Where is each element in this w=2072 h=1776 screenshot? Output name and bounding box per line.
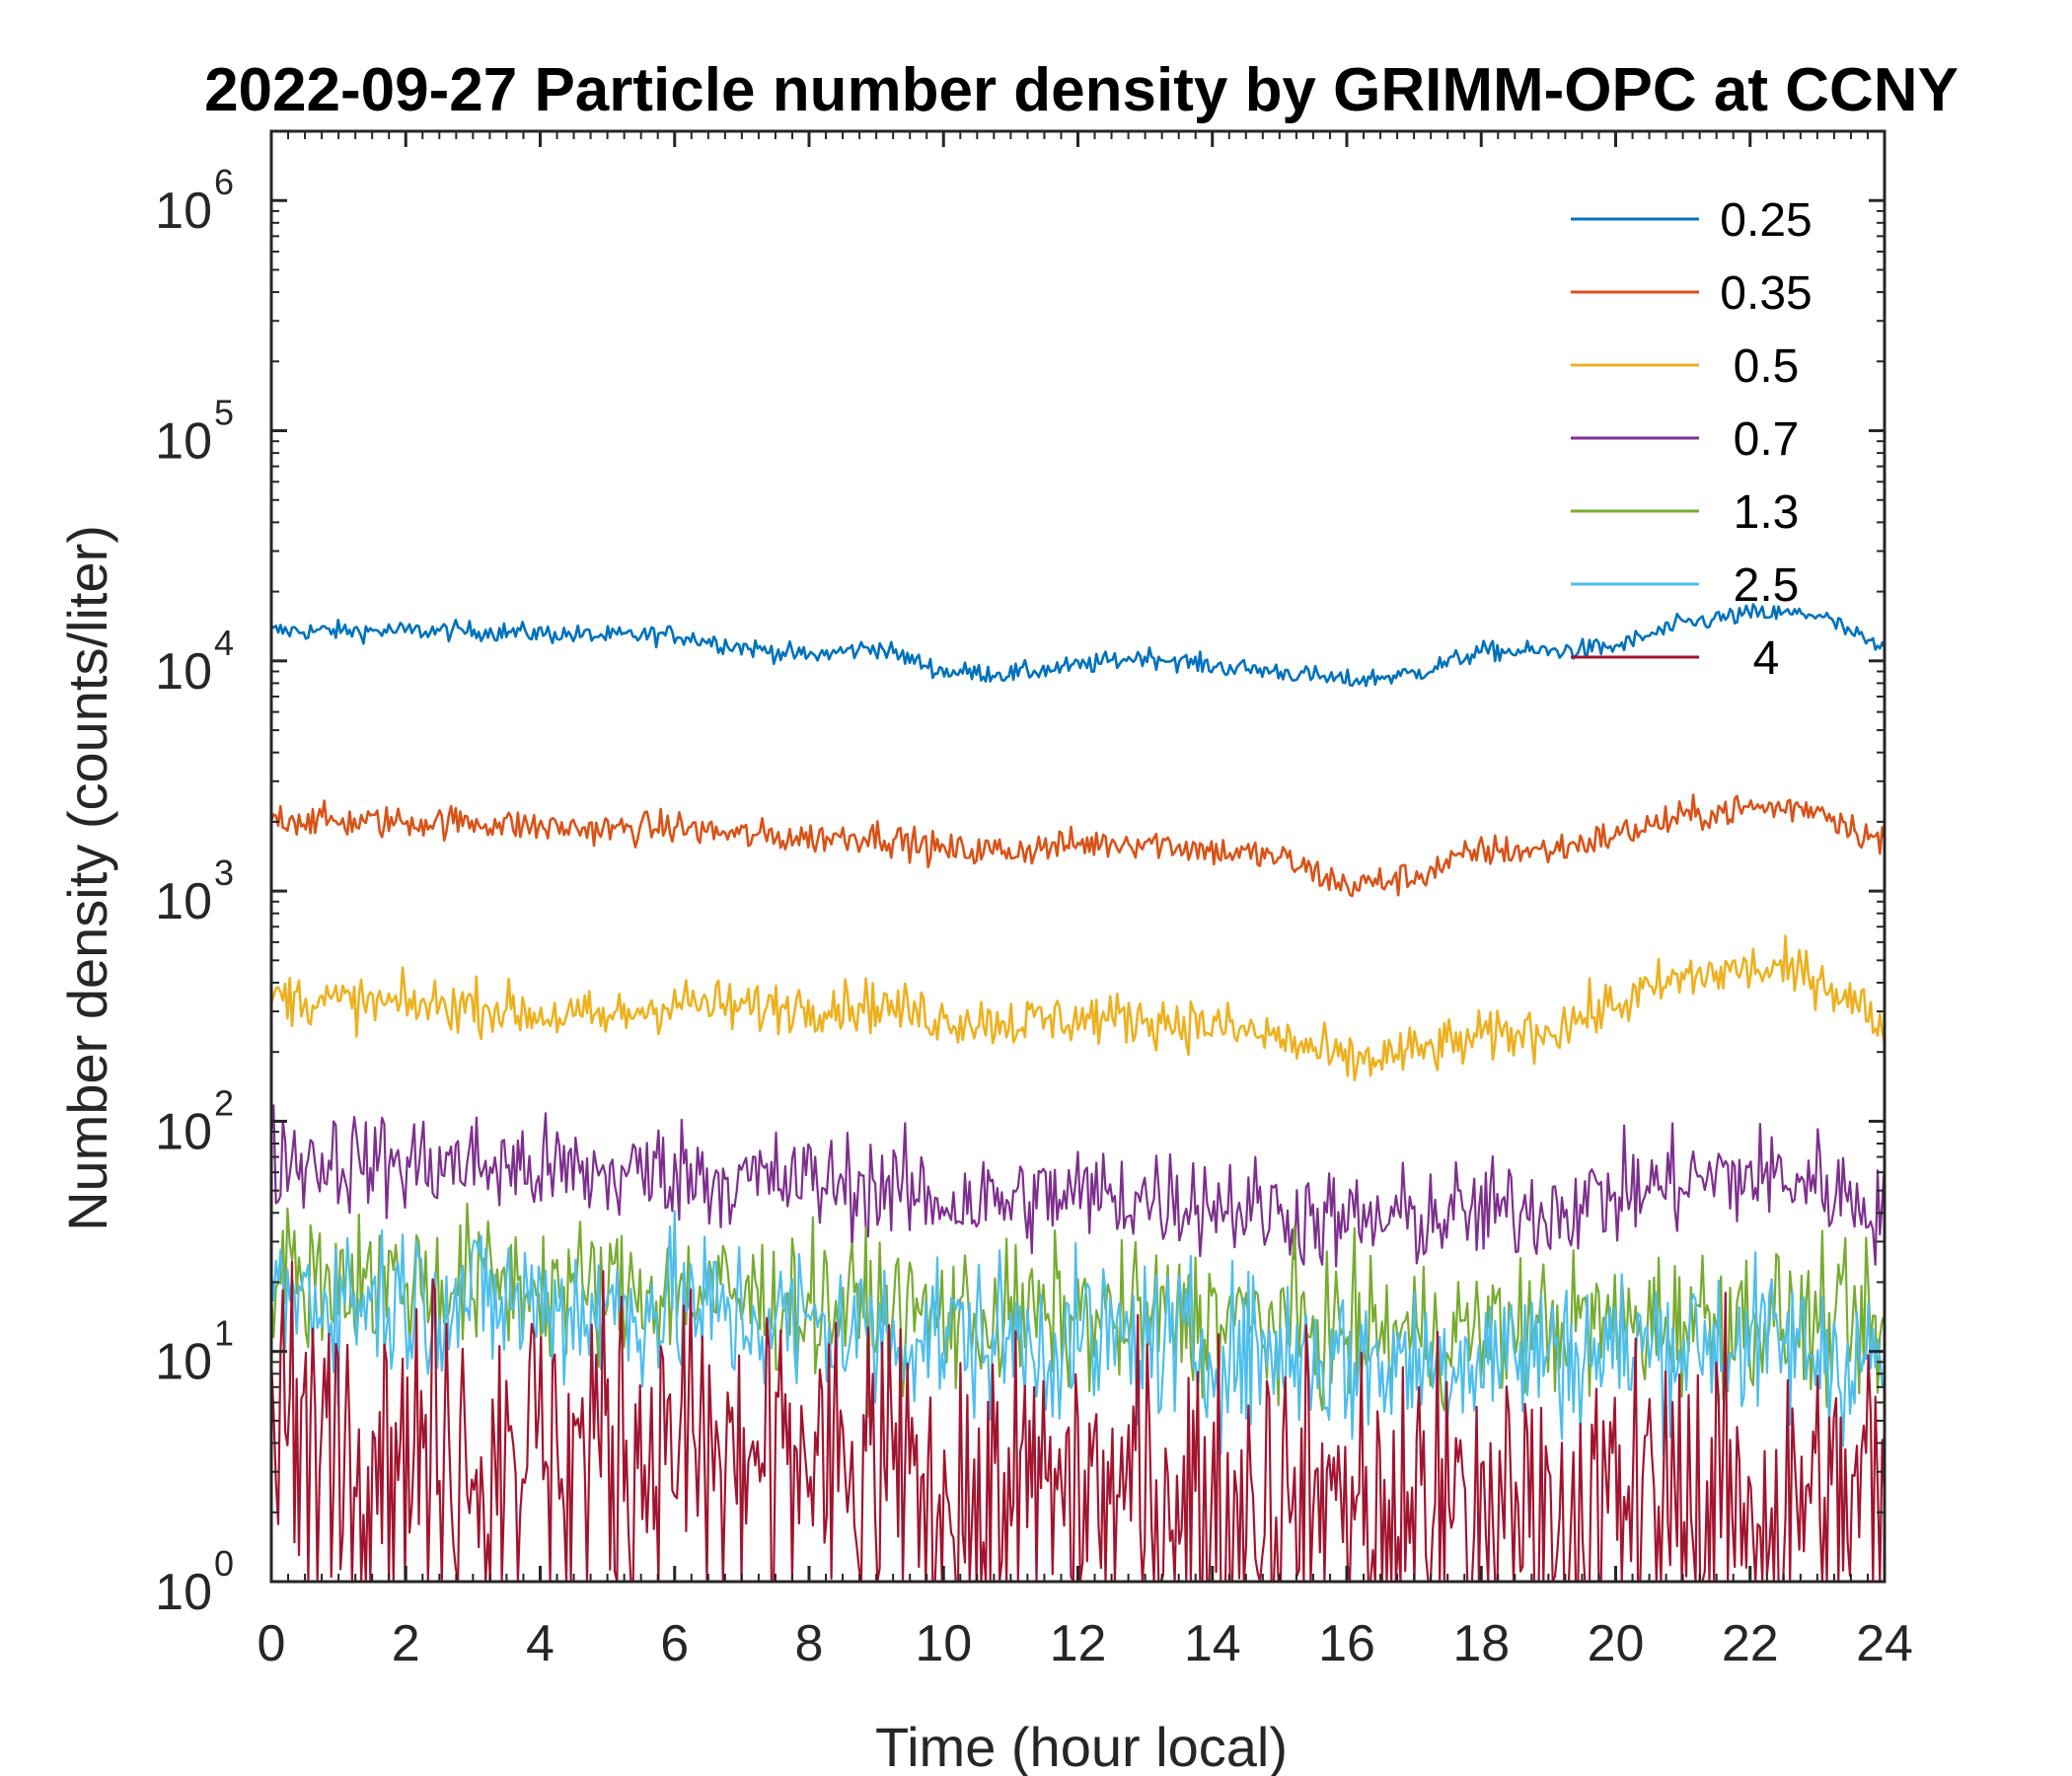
x-tick-label: 2 (392, 1615, 420, 1672)
y-tick-label: 10 (155, 1564, 212, 1621)
x-tick-label: 4 (526, 1615, 555, 1672)
series-line-0-25 (270, 603, 1887, 688)
series-line-2-5 (269, 1210, 1886, 1456)
x-tick-label: 22 (1722, 1615, 1779, 1672)
x-tick-label: 14 (1184, 1615, 1241, 1672)
y-tick-label: 10 (155, 1334, 212, 1391)
x-tick-label: 24 (1856, 1615, 1913, 1672)
legend-label-1-3: 1.3 (1734, 486, 1800, 539)
series-line-1-3 (269, 1202, 1886, 1418)
series-line-0-35 (269, 793, 1887, 898)
legend-label-0-25: 0.25 (1720, 194, 1812, 247)
series-layer (269, 603, 1887, 1584)
legend-label-2-5: 2.5 (1734, 559, 1800, 612)
chart-title: 2022-09-27 Particle number density by GR… (204, 56, 1959, 124)
y-tick-exponent: 5 (214, 393, 234, 433)
x-tick-label: 20 (1588, 1615, 1645, 1672)
y-axis-label: Number density (counts/liter) (56, 525, 118, 1231)
y-tick-label: 10 (155, 643, 212, 701)
y-tick-label: 10 (155, 183, 212, 240)
legend: 0.25 0.35 0.5 0.7 1.3 2.5 4 (1571, 194, 1813, 685)
x-tick-label: 6 (660, 1615, 689, 1672)
ticks-layer: 0 2 4 6 8 10 12 14 16 18 20 22 241001011021031041051… (155, 130, 1913, 1672)
y-tick-exponent: 2 (214, 1082, 234, 1123)
series-line-4 (269, 1260, 1887, 1584)
x-tick-label: 16 (1318, 1615, 1375, 1672)
series-line-0-5 (269, 934, 1887, 1082)
y-tick-exponent: 6 (214, 162, 234, 202)
y-tick-exponent: 0 (214, 1543, 234, 1584)
x-tick-label: 8 (795, 1615, 824, 1672)
legend-label-0-5: 0.5 (1734, 340, 1800, 393)
series-line-0-7 (269, 1104, 1887, 1268)
x-tick-label: 10 (915, 1615, 972, 1672)
y-tick-exponent: 4 (214, 623, 234, 663)
y-tick-label: 10 (155, 413, 212, 471)
legend-label-0-7: 0.7 (1734, 413, 1800, 466)
y-tick-label: 10 (155, 1103, 212, 1160)
x-axis-label: Time (hour local) (875, 1716, 1288, 1776)
legend-label-4: 4 (1753, 632, 1780, 685)
legend-label-0-35: 0.35 (1720, 267, 1812, 320)
x-tick-label: 12 (1050, 1615, 1107, 1672)
y-tick-label: 10 (155, 873, 212, 930)
y-tick-exponent: 3 (214, 852, 234, 893)
y-tick-exponent: 1 (214, 1313, 234, 1354)
x-tick-label: 0 (258, 1615, 286, 1672)
x-tick-label: 18 (1452, 1615, 1510, 1672)
